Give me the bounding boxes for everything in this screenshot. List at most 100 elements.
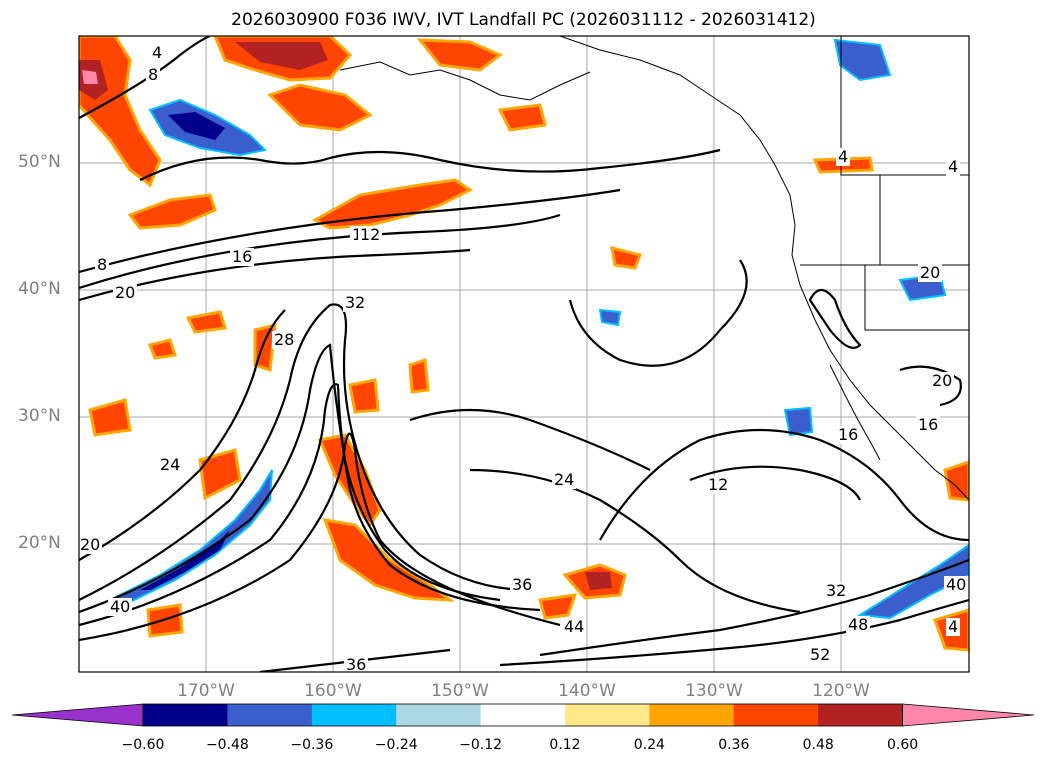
contour-label-bg xyxy=(836,426,860,444)
positive-anomaly-region xyxy=(538,593,578,620)
positive-anomaly-core xyxy=(585,572,612,590)
contour-label-bg xyxy=(946,618,960,636)
positive-anomaly-region xyxy=(610,245,643,270)
contour-label: 28 xyxy=(274,330,294,349)
contour-label: 20 xyxy=(80,535,100,554)
positive-anomaly-region xyxy=(497,103,547,132)
positive-anomaly-region xyxy=(253,323,277,373)
contour-label-bg xyxy=(108,598,132,616)
contour-label-bg xyxy=(113,284,137,302)
contour-label-bg xyxy=(146,66,160,84)
lon-label-160w: 160°W xyxy=(304,681,362,701)
lon-label-120w: 120°W xyxy=(812,681,870,701)
colorbar-tick-label: −0.36 xyxy=(290,737,334,753)
contour-label-bg xyxy=(706,476,730,494)
contour-label-bg xyxy=(343,294,367,312)
colorbar-segment xyxy=(649,704,735,726)
contour-label-bg xyxy=(272,331,296,349)
positive-anomaly-peak xyxy=(82,70,98,84)
positive-anomaly-region xyxy=(198,448,242,501)
contour-label: 40 xyxy=(110,597,130,616)
contour-label: 48 xyxy=(848,615,868,634)
colorbar-segment xyxy=(227,704,313,726)
contour-label-bg xyxy=(930,372,954,390)
contour-label: 16 xyxy=(838,425,858,444)
colorbar-tick-label: −0.48 xyxy=(205,737,249,753)
contour-label: 20 xyxy=(932,371,952,390)
lat-label-30: 30°N xyxy=(18,406,61,426)
contour-label-bg xyxy=(552,471,576,489)
colorbar-extend-min xyxy=(11,703,144,727)
contour-label: 16 xyxy=(918,415,938,434)
contour-label: 52 xyxy=(810,645,830,664)
contour-labels: 4881612203228242040241236443248524043620… xyxy=(79,43,968,674)
positive-anomaly-core xyxy=(235,42,328,70)
negative-anomaly-region xyxy=(856,543,969,620)
contour-label: 4 xyxy=(152,43,162,62)
negative-anomaly-region xyxy=(598,308,622,327)
colorbar-tick-label: −0.24 xyxy=(374,737,418,753)
colorbar-frame xyxy=(142,703,903,727)
colorbar-tick-label: 0.24 xyxy=(633,737,665,753)
colorbar xyxy=(11,703,1035,727)
contour-label: 40 xyxy=(946,575,966,594)
contour-label-bg xyxy=(158,456,182,474)
colorbar-tick-label: 0.60 xyxy=(887,737,919,753)
map-frame xyxy=(78,35,970,673)
contour-label: 24 xyxy=(160,455,180,474)
contour-label: 4 xyxy=(948,617,958,636)
contour-label-bg xyxy=(358,226,382,244)
contour-label-bg xyxy=(808,646,832,664)
positive-anomaly-region xyxy=(348,378,380,414)
lat-label-50: 50°N xyxy=(18,152,61,172)
contour-label: 32 xyxy=(826,581,846,600)
contour-label-bg xyxy=(824,582,848,600)
contour-label-bg xyxy=(510,576,534,594)
negative-anomaly-region xyxy=(106,469,273,604)
colorbar-segment xyxy=(143,704,228,726)
contour-label: 12 xyxy=(360,225,380,244)
colorbar-segment xyxy=(818,704,904,726)
positive-anomaly-region xyxy=(267,83,373,132)
contour-label: 4 xyxy=(838,147,848,166)
contour-label-bg xyxy=(846,616,870,634)
colorbar-segment xyxy=(480,704,566,726)
iwv-contours xyxy=(79,36,969,672)
contour-label-bg xyxy=(562,618,586,636)
lat-label-40: 40°N xyxy=(18,279,61,299)
lon-label-170w: 170°W xyxy=(177,681,235,701)
colorbar-extend-max xyxy=(902,703,1035,727)
contour-label: 4 xyxy=(948,157,958,176)
contour-label-bg xyxy=(230,248,254,266)
contour-label-bg xyxy=(916,416,940,434)
positive-anomaly-region xyxy=(147,338,177,360)
lon-label-150w: 150°W xyxy=(431,681,489,701)
contour-label-bg xyxy=(836,148,850,166)
contour-label-bg xyxy=(344,656,368,672)
colorbar-segment xyxy=(396,704,482,726)
contour-label-bg xyxy=(944,576,968,594)
contour-label: 36 xyxy=(346,655,366,674)
contour-label-bg xyxy=(79,536,102,554)
contour-label: 20 xyxy=(115,283,135,302)
positive-anomaly-region xyxy=(943,460,969,502)
contour-label: 16 xyxy=(232,247,252,266)
contour-label: 44 xyxy=(564,617,584,636)
contour-label: 8 xyxy=(148,65,158,84)
contour-label-bg xyxy=(918,264,942,282)
colorbar-segment xyxy=(733,704,819,726)
colorbar-tick-label: −0.12 xyxy=(459,737,503,753)
contour-label: 36 xyxy=(512,575,532,594)
colorbar-segment xyxy=(311,704,397,726)
colorbar-tick-label: 0.36 xyxy=(718,737,750,753)
contour-label: 24 xyxy=(554,470,574,489)
positive-anomaly-region xyxy=(416,38,503,72)
contour-label: 20 xyxy=(920,263,940,282)
lon-label-130w: 130°W xyxy=(685,681,743,701)
positive-anomaly-region xyxy=(322,518,455,602)
contour-label-bg xyxy=(150,44,164,62)
lat-label-20: 20°N xyxy=(18,533,61,553)
positive-anomaly-region xyxy=(88,398,132,437)
positive-anomaly-region xyxy=(127,193,217,230)
map-title: 2026030900 F036 IWV, IVT Landfall PC (20… xyxy=(231,10,816,30)
